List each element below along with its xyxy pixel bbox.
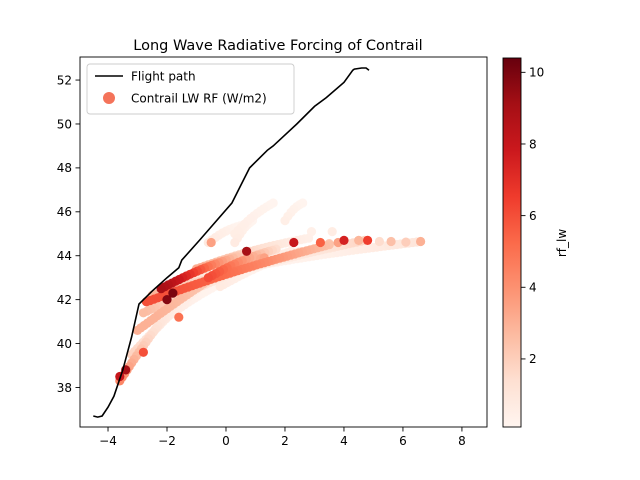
flight-path-line	[93, 67, 370, 418]
contrail-point	[354, 235, 364, 245]
y-tick-label: 50	[57, 117, 72, 131]
y-tick-label: 38	[57, 381, 72, 395]
colorbar-tick-label: 4	[529, 281, 537, 295]
contrail-point	[203, 273, 213, 283]
contrail-point	[280, 216, 290, 226]
contrail-point	[138, 347, 148, 357]
colorbar-tick-label: 8	[529, 137, 537, 151]
x-tick-label: 8	[458, 434, 466, 448]
contrail-point	[168, 288, 178, 298]
x-tick-label: 6	[399, 434, 407, 448]
colorbar-tick-label: 10	[529, 66, 544, 80]
contrail-point	[138, 308, 148, 318]
contrail-point	[416, 236, 426, 247]
colorbar-tick-label: 2	[529, 352, 537, 366]
contrail-point	[132, 325, 143, 335]
contrail-point	[386, 236, 396, 247]
contrail-scatter	[115, 198, 426, 386]
y-tick-label: 44	[57, 249, 72, 263]
contrail-point	[327, 227, 337, 237]
x-tick-label: −2	[158, 434, 176, 448]
y-tick-label: 42	[57, 293, 72, 307]
contrail-point	[401, 237, 411, 247]
contrail-point	[162, 295, 172, 305]
contrail-point	[215, 281, 225, 292]
y-tick-label: 52	[57, 73, 72, 87]
x-tick-label: 2	[281, 434, 289, 448]
colorbar-tick-label: 6	[529, 209, 537, 223]
contrail-point	[363, 235, 373, 245]
x-tick-label: 4	[340, 434, 348, 448]
contrail-point	[206, 237, 216, 248]
contrail-point	[339, 235, 349, 245]
colorbar-label: rf_lw	[555, 229, 569, 257]
legend-marker-swatch	[103, 92, 115, 104]
y-axis: 38 40 42 44 46 48 50 52	[57, 73, 80, 395]
plot-frame	[79, 56, 488, 428]
colorbar: 2 4 6 8 10 rf_lw	[502, 57, 569, 428]
legend-label-contrail: Contrail LW RF (W/m2)	[131, 92, 267, 106]
x-tick-label: 0	[222, 434, 230, 448]
contrail-point	[315, 237, 325, 248]
x-tick-label: −4	[99, 434, 117, 448]
y-tick-label: 46	[57, 205, 72, 219]
contrail-point	[141, 297, 151, 307]
legend: Flight path Contrail LW RF (W/m2)	[86, 63, 295, 115]
contrail-point	[156, 284, 166, 294]
contrail-point	[174, 312, 184, 322]
contrail-point	[289, 237, 299, 248]
y-tick-label: 48	[57, 161, 72, 175]
contrail-point	[374, 236, 384, 247]
plot-area	[93, 67, 426, 418]
chart-title: Long Wave Radiative Forcing of Contrail	[133, 38, 422, 54]
x-axis: −4 −2 0 2 4 6 8	[99, 427, 466, 448]
contrail-point	[242, 246, 252, 256]
legend-box	[86, 63, 295, 115]
y-tick-label: 40	[57, 337, 72, 351]
colorbar-ticks: 2 4 6 8 10	[521, 66, 544, 366]
legend-label-flight-path: Flight path	[131, 70, 196, 84]
colorbar-gradient	[502, 57, 522, 428]
contrail-point	[230, 237, 240, 248]
